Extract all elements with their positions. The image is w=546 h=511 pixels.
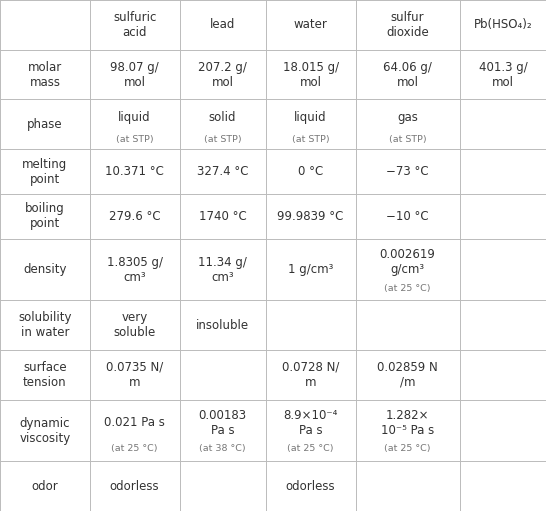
- Text: (at STP): (at STP): [389, 135, 426, 144]
- Text: insoluble: insoluble: [196, 319, 249, 332]
- Text: gas: gas: [397, 111, 418, 124]
- Text: 0.021 Pa s: 0.021 Pa s: [104, 416, 165, 429]
- Text: −73 °C: −73 °C: [387, 165, 429, 178]
- Text: (at 25 °C): (at 25 °C): [384, 445, 431, 453]
- Text: dynamic
viscosity: dynamic viscosity: [19, 416, 70, 445]
- Text: liquid: liquid: [294, 111, 327, 124]
- Text: 1740 °C: 1740 °C: [199, 210, 247, 223]
- Text: sulfuric
acid: sulfuric acid: [113, 11, 156, 39]
- Text: 11.34 g/
cm³: 11.34 g/ cm³: [198, 256, 247, 284]
- Text: (at 25 °C): (at 25 °C): [384, 284, 431, 293]
- Text: 0.00183
Pa s: 0.00183 Pa s: [199, 409, 247, 436]
- Text: solubility
in water: solubility in water: [18, 311, 72, 339]
- Text: odorless: odorless: [286, 480, 335, 493]
- Text: solid: solid: [209, 111, 236, 124]
- Text: 207.2 g/
mol: 207.2 g/ mol: [198, 61, 247, 88]
- Text: 0.0735 N/
m: 0.0735 N/ m: [106, 361, 163, 389]
- Text: density: density: [23, 263, 67, 276]
- Text: 0.0728 N/
m: 0.0728 N/ m: [282, 361, 339, 389]
- Text: very
soluble: very soluble: [114, 311, 156, 339]
- Text: 99.9839 °C: 99.9839 °C: [277, 210, 344, 223]
- Text: 8.9×10⁻⁴
Pa s: 8.9×10⁻⁴ Pa s: [283, 409, 338, 436]
- Text: (at 25 °C): (at 25 °C): [287, 445, 334, 453]
- Text: sulfur
dioxide: sulfur dioxide: [387, 11, 429, 39]
- Text: 1.8305 g/
cm³: 1.8305 g/ cm³: [106, 256, 163, 284]
- Text: 1.282×
10⁻⁵ Pa s: 1.282× 10⁻⁵ Pa s: [381, 409, 434, 436]
- Text: melting
point: melting point: [22, 157, 68, 185]
- Text: 98.07 g/
mol: 98.07 g/ mol: [110, 61, 159, 88]
- Text: 279.6 °C: 279.6 °C: [109, 210, 161, 223]
- Text: 0.02859 N
/m: 0.02859 N /m: [377, 361, 438, 389]
- Text: (at 38 °C): (at 38 °C): [199, 445, 246, 453]
- Text: −10 °C: −10 °C: [387, 210, 429, 223]
- Text: (at STP): (at STP): [204, 135, 241, 144]
- Text: 18.015 g/
mol: 18.015 g/ mol: [282, 61, 339, 88]
- Text: lead: lead: [210, 18, 235, 31]
- Text: (at STP): (at STP): [116, 135, 153, 144]
- Text: boiling
point: boiling point: [25, 202, 65, 230]
- Text: Pb(HSO₄)₂: Pb(HSO₄)₂: [473, 18, 532, 31]
- Text: odorless: odorless: [110, 480, 159, 493]
- Text: surface
tension: surface tension: [23, 361, 67, 389]
- Text: odor: odor: [32, 480, 58, 493]
- Text: 1 g/cm³: 1 g/cm³: [288, 263, 333, 276]
- Text: liquid: liquid: [118, 111, 151, 124]
- Text: 0.002619
g/cm³: 0.002619 g/cm³: [379, 248, 436, 275]
- Text: molar
mass: molar mass: [28, 61, 62, 88]
- Text: water: water: [294, 18, 328, 31]
- Text: 401.3 g/
mol: 401.3 g/ mol: [478, 61, 527, 88]
- Text: 10.371 °C: 10.371 °C: [105, 165, 164, 178]
- Text: (at 25 °C): (at 25 °C): [111, 445, 158, 453]
- Text: 64.06 g/
mol: 64.06 g/ mol: [383, 61, 432, 88]
- Text: 327.4 °C: 327.4 °C: [197, 165, 248, 178]
- Text: (at STP): (at STP): [292, 135, 329, 144]
- Text: 0 °C: 0 °C: [298, 165, 323, 178]
- Text: phase: phase: [27, 118, 63, 131]
